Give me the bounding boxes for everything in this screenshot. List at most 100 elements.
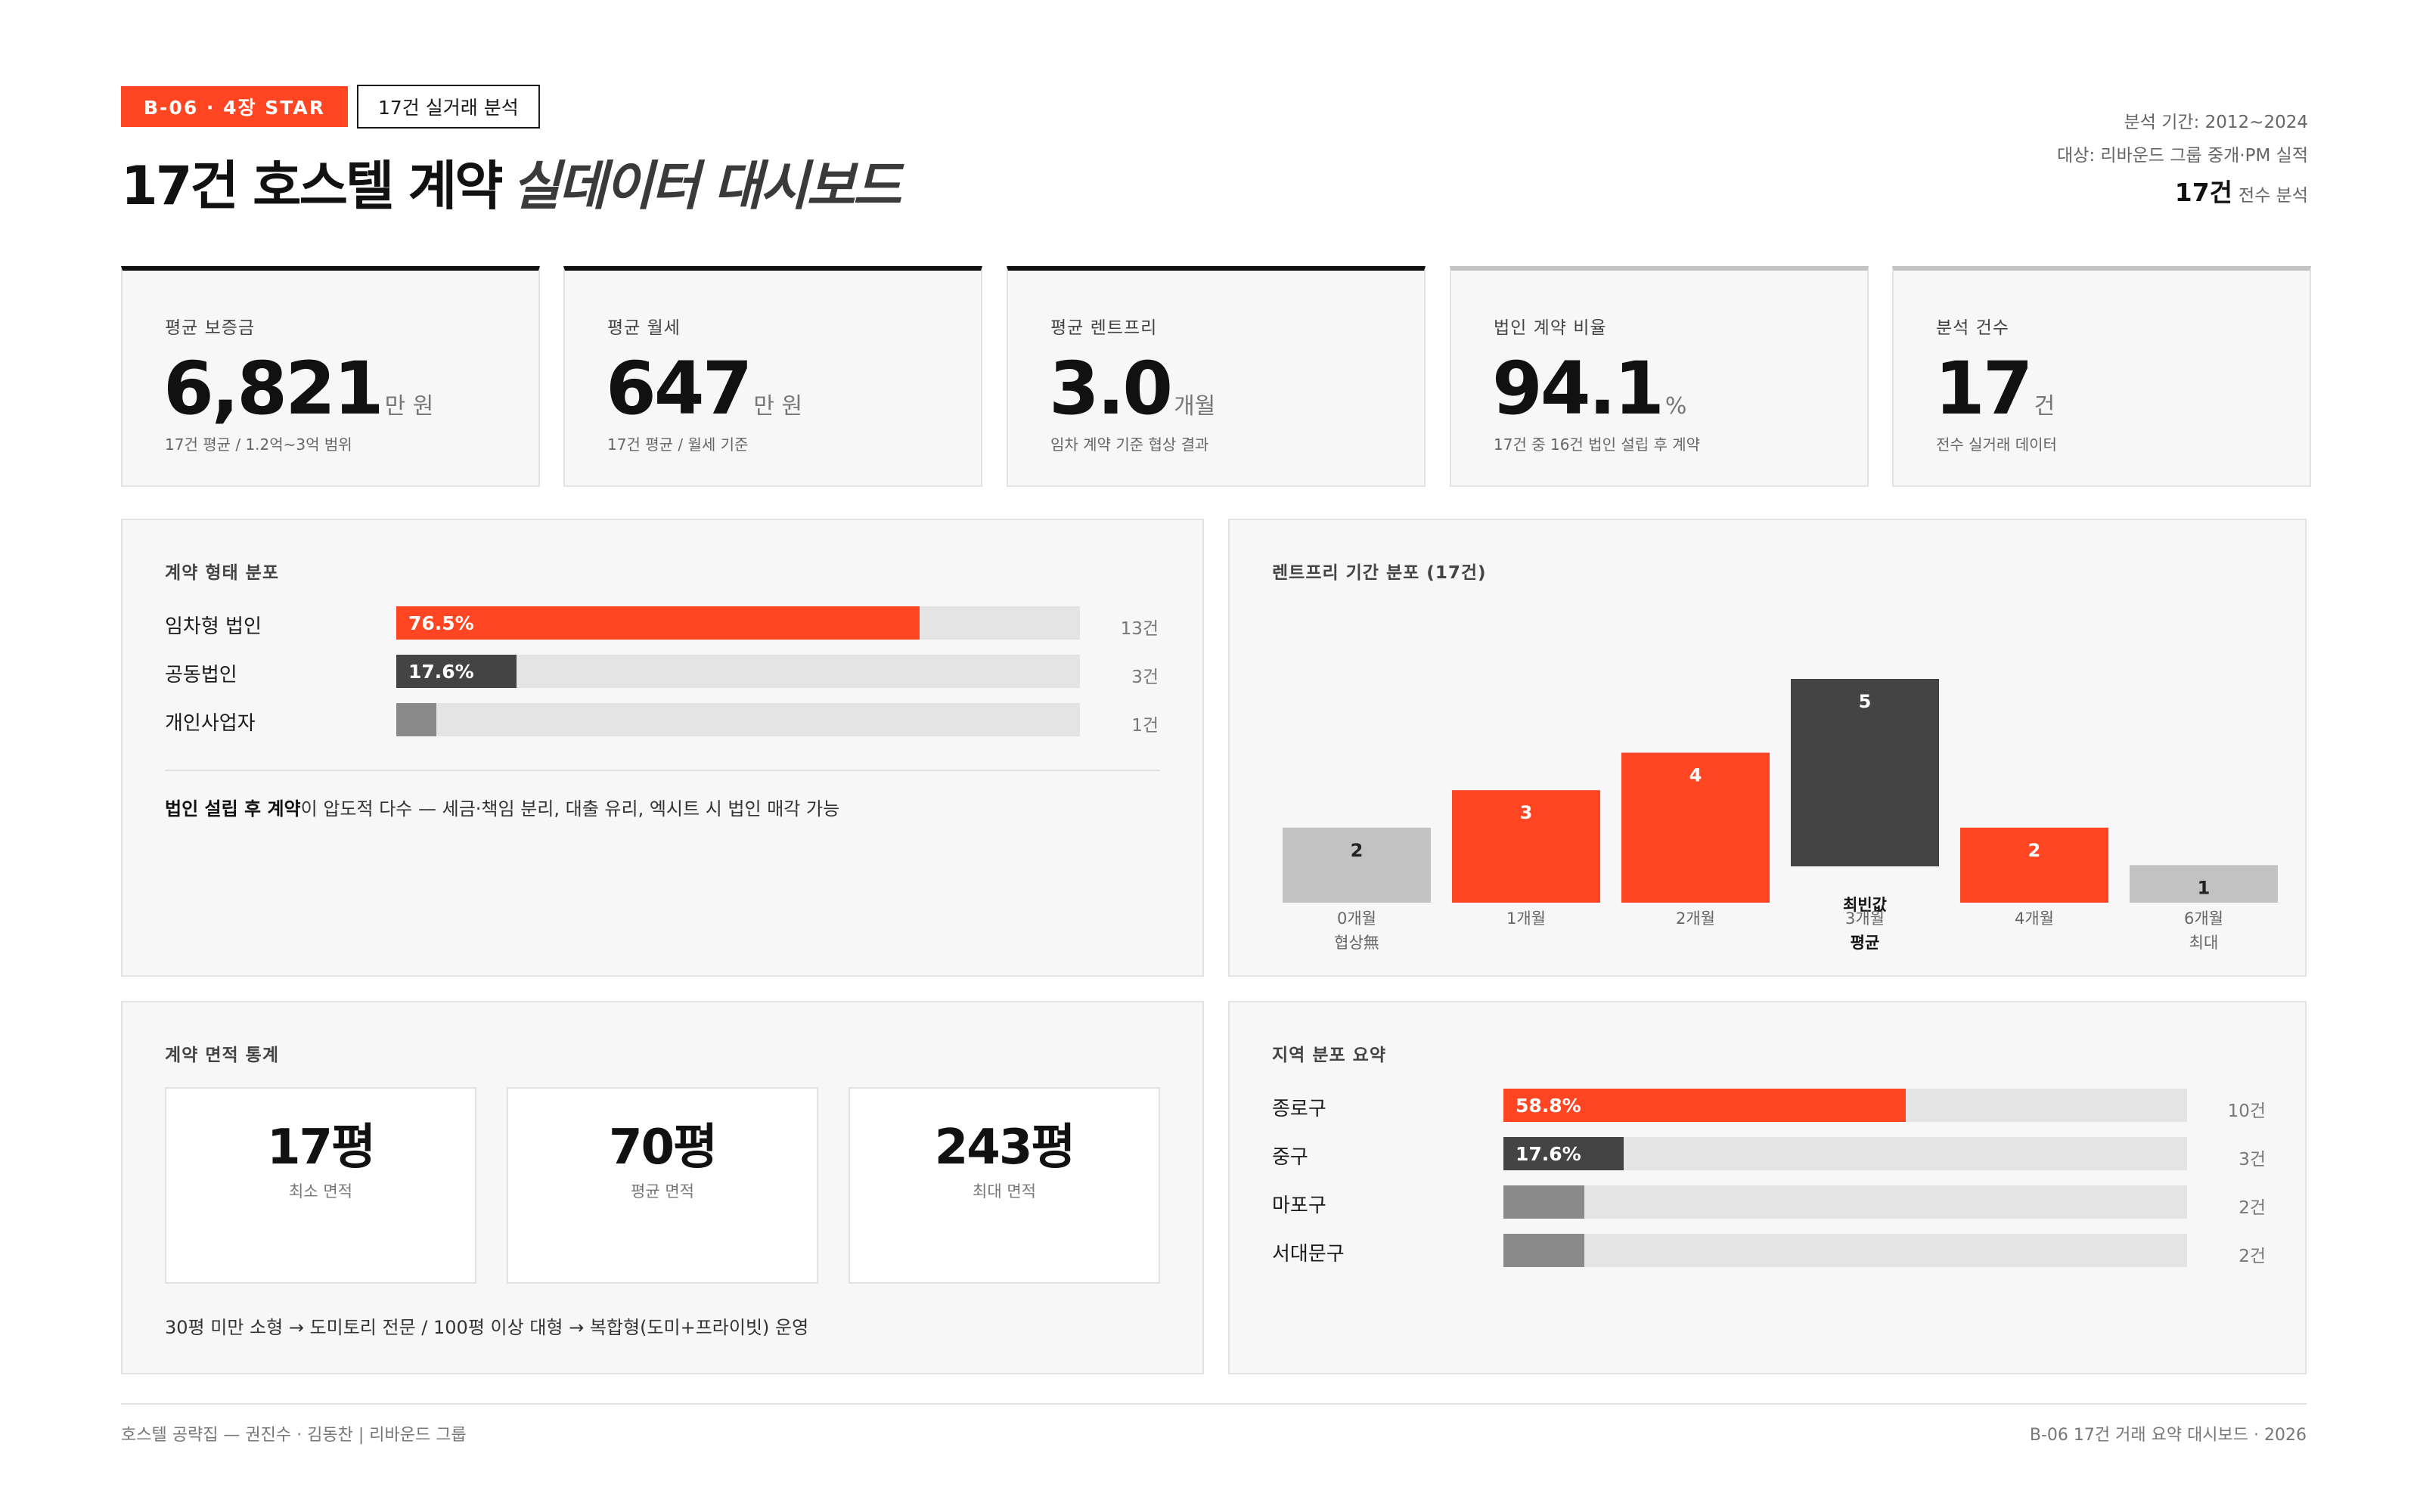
- chart-bar: [1452, 790, 1600, 903]
- chart-bar: [1283, 827, 1431, 903]
- kpi-number: 647: [606, 346, 752, 431]
- contract-note-bold: 법인 설립 후 계약: [165, 798, 301, 820]
- kpi-value: 3.0 개월: [1049, 346, 1215, 431]
- chart-bar: [1960, 827, 2108, 903]
- area-box-avg: 70평 평균 면적: [507, 1087, 818, 1284]
- contract-type-panel: [121, 519, 1204, 977]
- contract-bar-track: [396, 703, 1080, 736]
- kpi-subtext: 17건 평균 / 월세 기준: [607, 435, 749, 454]
- chart-data-label: 5: [1859, 691, 1872, 712]
- chart-sublabel: 협상無: [1334, 934, 1379, 952]
- chart-mode-label: 최빈값: [1843, 896, 1887, 914]
- region-title: 지역 분포 요약: [1272, 1046, 1386, 1065]
- kpi-subtext: 임차 계약 기준 협상 결과: [1050, 435, 1209, 454]
- area-value: 17평: [267, 1120, 376, 1176]
- chart-bar: [1791, 679, 1939, 866]
- kpi-card-corporate-ratio: 법인 계약 비율 94.1% 17건 중 16건 법인 설립 후 계약: [1450, 266, 1869, 487]
- area-value: 243평: [934, 1120, 1075, 1176]
- region-bar-fill: [1503, 1185, 1584, 1219]
- area-caption: 최소 면적: [289, 1182, 352, 1201]
- meta-count-number: 17건: [2174, 178, 2233, 207]
- chart-data-label: 2: [2028, 840, 2041, 861]
- region-bar-track: 58.8%: [1503, 1089, 2187, 1122]
- region-row-count: 10건: [2227, 1101, 2266, 1121]
- area-caption: 평균 면적: [631, 1182, 694, 1201]
- kpi-number: 94.1: [1492, 346, 1665, 431]
- analysis-tag: 17건 실거래 분석: [357, 85, 540, 129]
- chart-tick-label: 0개월: [1337, 909, 1376, 928]
- chart-tick-label: 6개월: [2184, 909, 2223, 928]
- region-row-label: 종로구: [1272, 1098, 1326, 1120]
- chart-bar: [2130, 865, 2278, 903]
- contract-row-label: 개인사업자: [165, 712, 256, 735]
- region-bar-track: [1503, 1234, 2187, 1267]
- chart-tick-label: 2개월: [1676, 909, 1715, 928]
- region-row-count: 3건: [2238, 1150, 2266, 1170]
- footer-left: 호스텔 공략집 — 권진수 · 김동찬 | 리바운드 그룹: [121, 1426, 467, 1445]
- area-note: 30평 미만 소형 → 도미토리 전문 / 100평 이상 대형 → 복합형(도…: [165, 1317, 809, 1338]
- area-caption: 최대 면적: [973, 1182, 1036, 1201]
- contract-row-count: 3건: [1131, 668, 1159, 687]
- kpi-card-deposit: 평균 보증금 6,821 만 원 17건 평균 / 1.2억~3억 범위: [121, 266, 540, 487]
- chart-tick-label: 4개월: [2015, 909, 2054, 928]
- kpi-label: 분석 건수: [1936, 318, 2009, 338]
- contract-row-label: 공동법인: [165, 664, 237, 686]
- region-row-count: 2건: [2238, 1247, 2266, 1266]
- footer-right: B-06 17건 거래 요약 대시보드 · 2026: [2029, 1426, 2307, 1445]
- kpi-unit: %: [1665, 393, 1687, 420]
- kpi-subtext: 17건 중 16건 법인 설립 후 계약: [1494, 435, 1701, 454]
- chart-data-label: 4: [1689, 765, 1702, 786]
- kpi-unit: 개월: [1174, 393, 1216, 420]
- chart-tick-label: 1개월: [1506, 909, 1546, 928]
- area-box-max: 243평 최대 면적: [849, 1087, 1160, 1284]
- meta-target: 대상: 리바운드 그룹 중개·PM 실적: [2057, 146, 2308, 166]
- kpi-subtext: 17건 평균 / 1.2억~3억 범위: [165, 435, 352, 454]
- chart-title: 렌트프리 기간 분포 (17건): [1272, 563, 1487, 583]
- contract-bar-fill: [396, 703, 437, 736]
- contract-note-text: 이 압도적 다수 — 세금·책임 분리, 대출 유리, 엑시트 시 법인 매각 …: [300, 798, 840, 820]
- kpi-number: 6,821: [163, 346, 384, 431]
- kpi-card-count: 분석 건수 17 건 전수 실거래 데이터: [1892, 266, 2311, 487]
- contract-note: 법인 설립 후 계약이 압도적 다수 — 세금·책임 분리, 대출 유리, 엑시…: [165, 794, 839, 820]
- chart-bar: [1621, 752, 1770, 903]
- kpi-card-rentfree: 평균 렌트프리 3.0 개월 임차 계약 기준 협상 결과: [1007, 266, 1426, 487]
- area-stats-title: 계약 면적 통계: [165, 1046, 279, 1065]
- kpi-value: 647 만 원: [606, 346, 802, 431]
- area-box-min: 17평 최소 면적: [165, 1087, 476, 1284]
- kpi-value: 94.1%: [1492, 346, 1686, 431]
- region-row-count: 2건: [2238, 1198, 2266, 1218]
- chart-sublabel: 최대: [2189, 934, 2219, 952]
- kpi-label: 평균 월세: [607, 318, 681, 338]
- contract-bar-track: 76.5%: [396, 606, 1080, 640]
- contract-row-count: 1건: [1131, 716, 1159, 736]
- region-row-label: 중구: [1272, 1146, 1308, 1169]
- divider: [165, 770, 1160, 771]
- region-bar-track: 17.6%: [1503, 1137, 2187, 1170]
- chart-data-label: 1: [2198, 877, 2211, 898]
- region-bar-track: [1503, 1185, 2187, 1219]
- region-bar-fill: 17.6%: [1503, 1137, 1624, 1170]
- footer-divider: [121, 1403, 2307, 1405]
- chart-tick-label: 3개월: [1845, 909, 1885, 928]
- contract-bar-fill: 17.6%: [396, 655, 517, 688]
- chart-data-label: 3: [1520, 802, 1533, 823]
- kpi-label: 평균 보증금: [165, 318, 256, 338]
- contract-row-label: 임차형 법인: [165, 615, 262, 638]
- meta-count-text: 전수 분석: [2238, 186, 2308, 206]
- page-title-accent: 실데이터 대시보드: [511, 155, 902, 217]
- region-bar-fill: [1503, 1234, 1584, 1267]
- kpi-unit: 만 원: [753, 393, 803, 420]
- contract-bar-track: 17.6%: [396, 655, 1080, 688]
- chart-sublabel: 평균: [1851, 934, 1880, 952]
- section-code-badge: B-06 · 4장 STAR: [121, 86, 348, 127]
- kpi-value: 17 건: [1934, 346, 2055, 431]
- kpi-label: 평균 렌트프리: [1050, 318, 1158, 338]
- contract-bar-fill: 76.5%: [396, 606, 920, 640]
- region-row-label: 마포구: [1272, 1194, 1326, 1217]
- area-value: 70평: [609, 1120, 718, 1176]
- kpi-value: 6,821 만 원: [163, 346, 433, 431]
- kpi-number: 17: [1934, 346, 2034, 431]
- kpi-unit: 건: [2034, 393, 2055, 420]
- region-row-label: 서대문구: [1272, 1243, 1345, 1266]
